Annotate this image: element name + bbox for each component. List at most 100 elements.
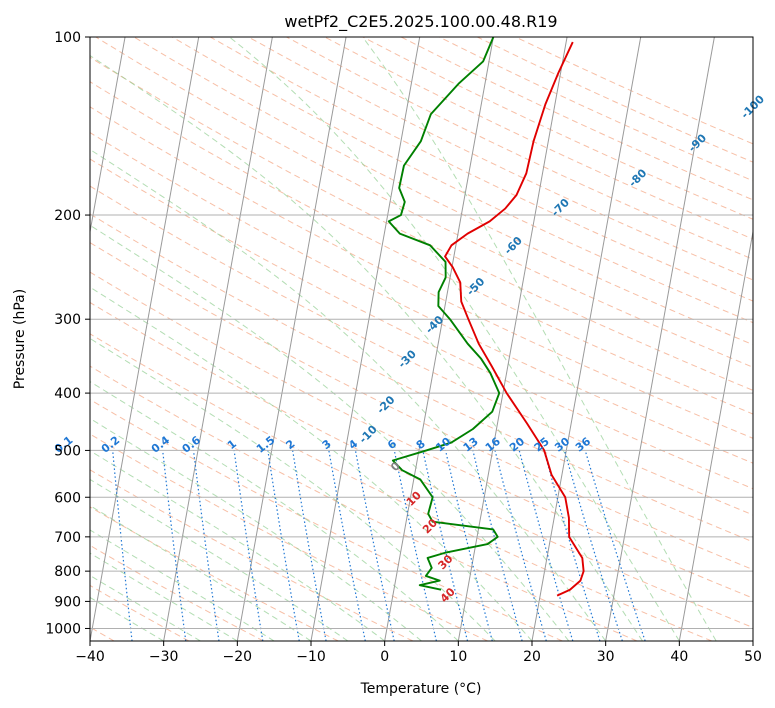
mixing-ratio-label: 0.2 bbox=[99, 434, 122, 456]
mixing-ratio-label: 13 bbox=[461, 435, 481, 455]
x-tick-label: 10 bbox=[449, 649, 467, 665]
mixing-ratio-label: 0.6 bbox=[180, 433, 204, 455]
dewpoint-profile-line bbox=[387, 37, 501, 591]
isotherm-label: -30 bbox=[396, 347, 419, 370]
mixing-ratio-label: 16 bbox=[483, 435, 503, 455]
x-tick-label: −30 bbox=[149, 649, 179, 665]
dry-adiabat-line bbox=[90, 398, 563, 641]
x-tick-label: 0 bbox=[380, 649, 389, 665]
moist-adiabat-line bbox=[90, 552, 238, 641]
x-tick-label: 40 bbox=[670, 649, 688, 665]
dry-adiabat-line bbox=[90, 185, 753, 516]
dry-adiabat-line bbox=[210, 37, 753, 302]
mixing-ratio-label: 0.4 bbox=[149, 433, 173, 455]
dry-adiabat-line bbox=[90, 106, 753, 439]
isotherm-line bbox=[752, 638, 753, 641]
mixing-ratio-label: 10 bbox=[433, 435, 453, 455]
x-tick-label: −10 bbox=[296, 649, 326, 665]
moist-adiabat-line bbox=[362, 37, 717, 641]
mixing-ratio-line bbox=[563, 450, 623, 641]
background-lines bbox=[90, 37, 753, 641]
dry-adiabat-line bbox=[438, 37, 753, 182]
dry-adiabat-line bbox=[90, 333, 712, 641]
dry-adiabat-line bbox=[90, 242, 753, 571]
dry-adiabat-line bbox=[90, 81, 753, 415]
plot-frame bbox=[89, 36, 754, 642]
isotherm-line bbox=[90, 37, 200, 641]
dry-adiabat-line bbox=[90, 131, 753, 464]
isotherm-label: -70 bbox=[549, 196, 572, 219]
mixing-ratio-line bbox=[584, 450, 646, 641]
y-axis: 100 200 300 400 500 600 700 800 900 1000 bbox=[45, 30, 90, 637]
dry-adiabat-line bbox=[90, 56, 753, 391]
isotherm-line bbox=[90, 37, 126, 235]
isotherm-line bbox=[163, 37, 273, 641]
dry-adiabat-line bbox=[286, 37, 753, 260]
isotherm-line bbox=[531, 37, 642, 641]
y-tick-label: 700 bbox=[54, 530, 81, 546]
dry-adiabat-line bbox=[90, 433, 488, 641]
moist-adiabat-line bbox=[90, 596, 164, 641]
dry-adiabat-line bbox=[90, 584, 190, 641]
moist-adiabat-line bbox=[90, 574, 201, 641]
isotherm-label: -80 bbox=[626, 166, 649, 189]
moist-adiabat-line bbox=[229, 37, 680, 641]
dry-adiabat-line bbox=[90, 365, 638, 641]
profile-series bbox=[387, 37, 585, 597]
pressure-grid bbox=[90, 37, 753, 629]
y-tick-label: 500 bbox=[54, 443, 81, 459]
moist-adiabat-line bbox=[90, 417, 422, 641]
mixing-ratio-label: 20 bbox=[507, 435, 527, 455]
mixing-ratio-line bbox=[444, 450, 493, 641]
x-axis: −40 −30 −20 −10 0 10 20 30 40 50 bbox=[75, 641, 762, 665]
moist-adiabat-line bbox=[90, 337, 496, 641]
mixing-ratio-line bbox=[267, 450, 300, 641]
moist-adiabat-line bbox=[90, 381, 459, 641]
mixing-ratio-line bbox=[233, 450, 264, 641]
isotherm-label: 10 bbox=[404, 489, 424, 509]
temperature-profile-line bbox=[444, 41, 585, 597]
dry-adiabat-line bbox=[515, 37, 753, 145]
isotherm-label: -60 bbox=[502, 234, 525, 257]
y-tick-label: 1000 bbox=[45, 621, 81, 637]
moist-adiabat-line bbox=[90, 529, 275, 641]
dry-adiabat-line bbox=[90, 213, 753, 543]
isotherm-line bbox=[384, 37, 494, 641]
dry-adiabat-line bbox=[90, 271, 753, 599]
isotherm-label: -10 bbox=[357, 423, 380, 446]
moist-adiabat-line bbox=[90, 224, 570, 641]
dry-adiabat-line bbox=[171, 37, 753, 324]
mixing-ratio-line bbox=[354, 450, 395, 641]
y-axis-title: Pressure (hPa) bbox=[12, 289, 28, 389]
isotherm-line bbox=[236, 37, 347, 641]
mixing-ratio-label: 30 bbox=[552, 435, 572, 455]
y-tick-label: 400 bbox=[54, 386, 81, 402]
isotherm-line bbox=[310, 37, 421, 641]
mixing-ratio-label: 3 bbox=[320, 437, 334, 452]
mixing-ratio-line bbox=[162, 450, 187, 641]
mixing-ratio-line bbox=[472, 450, 523, 641]
mixing-ratio-line bbox=[518, 450, 574, 641]
dry-adiabat-line bbox=[95, 37, 753, 368]
isoline-labels: 0.1 0.2 0.4 0.6 1 1.5 2 3 4 6 8 10 13 16 20 25 30 36-100-… bbox=[52, 92, 767, 605]
moist-adiabat-line bbox=[90, 148, 607, 641]
moist-adiabat-line bbox=[90, 54, 643, 641]
y-tick-label: 900 bbox=[54, 594, 81, 610]
mixing-ratio-line bbox=[292, 450, 327, 641]
isotherm-line bbox=[457, 37, 568, 641]
mixing-ratio-label: 25 bbox=[532, 435, 552, 455]
isotherm-line bbox=[678, 228, 753, 641]
plot-area: 0.1 0.2 0.4 0.6 1 1.5 2 3 4 6 8 10 13 16 20 25 30 36-100-… bbox=[52, 37, 767, 641]
moist-adiabat-line bbox=[90, 478, 349, 641]
x-tick-label: 20 bbox=[523, 649, 541, 665]
x-tick-label: −40 bbox=[75, 649, 105, 665]
chart-title: wetPf2_C2E5.2025.100.00.48.R19 bbox=[284, 12, 557, 32]
dry-adiabat-line bbox=[477, 37, 753, 163]
y-tick-label: 800 bbox=[54, 564, 81, 580]
mixing-ratio-line bbox=[543, 450, 601, 641]
y-tick-label: 300 bbox=[54, 312, 81, 328]
dry-adiabat-line bbox=[90, 544, 264, 641]
dry-adiabat-line bbox=[90, 301, 753, 629]
moist-adiabat-line bbox=[90, 450, 385, 641]
